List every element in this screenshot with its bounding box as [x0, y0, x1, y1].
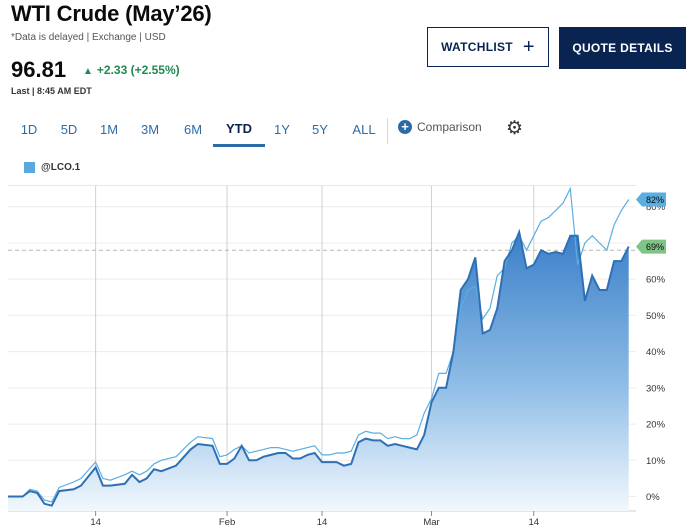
- page-title: WTI Crude (May’26): [11, 1, 212, 26]
- series-area-fill: [8, 232, 629, 511]
- range-tab-1y[interactable]: 1Y: [274, 121, 290, 137]
- x-tick-label: Feb: [219, 517, 235, 528]
- price-change: ▲ +2.33 (+2.55%): [83, 63, 180, 77]
- last-price: 96.81: [11, 57, 67, 82]
- range-tab-ytd[interactable]: YTD: [213, 113, 265, 147]
- main-last-value-flag-shape: [636, 239, 666, 254]
- y-tick-label: 30%: [646, 383, 666, 394]
- range-tab-all[interactable]: ALL: [352, 121, 376, 137]
- y-tick-label: 0%: [646, 492, 660, 503]
- range-tab-6m[interactable]: 6M: [183, 121, 203, 137]
- range-tab-1d[interactable]: 1D: [20, 121, 38, 137]
- add-circle-icon: +: [398, 120, 412, 134]
- last-value-flags: 82% 69%: [636, 192, 666, 254]
- y-tick-label: 80%: [646, 202, 666, 213]
- range-tab-1m[interactable]: 1M: [99, 121, 119, 137]
- y-tick-label: 60%: [646, 275, 666, 286]
- quote-details-button[interactable]: QUOTE DETAILS: [559, 27, 686, 69]
- y-tick-label: 50%: [646, 311, 666, 322]
- x-axis: 14 Feb 14 Mar 14: [90, 511, 539, 528]
- main-last-value-flag-text: 69%: [646, 242, 664, 252]
- legend-swatch: [24, 162, 35, 173]
- y-tick-label: 10%: [646, 456, 666, 467]
- comparison-last-value-flag-shape: [636, 192, 666, 207]
- range-tab-5y[interactable]: 5Y: [312, 121, 328, 137]
- gear-icon[interactable]: ⚙: [506, 118, 524, 139]
- up-arrow-icon: ▲: [83, 66, 93, 77]
- y-tick-label: 20%: [646, 420, 666, 431]
- x-tick-label: 14: [90, 517, 101, 528]
- x-tick-label: Mar: [423, 517, 439, 528]
- data-delay-note: *Data is delayed | Exchange | USD: [11, 32, 166, 43]
- y-tick-label: 40%: [646, 347, 666, 358]
- last-update-time: Last | 8:45 AM EDT: [11, 86, 92, 96]
- x-tick-label: 14: [528, 517, 539, 528]
- comparison-last-value-flag: 82%: [636, 192, 666, 207]
- main-last-value-flag: 69%: [636, 239, 666, 254]
- comparison-last-value-flag-text: 82%: [646, 195, 664, 205]
- watchlist-button-label: WATCHLIST: [441, 40, 513, 54]
- range-tab-5d[interactable]: 5D: [60, 121, 78, 137]
- range-tab-3m[interactable]: 3M: [140, 121, 160, 137]
- comparison-button[interactable]: + Comparison: [398, 120, 482, 134]
- chart-legend: @LCO.1: [24, 162, 80, 173]
- plus-icon: +: [522, 36, 535, 58]
- legend-label: @LCO.1: [41, 162, 81, 173]
- plot-area: [8, 186, 630, 511]
- quote-details-button-label: QUOTE DETAILS: [572, 41, 673, 55]
- main-series-line: [8, 228, 630, 507]
- price-change-value: +2.33 (+2.55%): [96, 63, 180, 77]
- comparison-label: Comparison: [417, 120, 482, 134]
- x-tick-label: 14: [317, 517, 328, 528]
- watchlist-button[interactable]: WATCHLIST +: [427, 27, 549, 67]
- comparison-series-line: [8, 186, 630, 503]
- toolbar-divider: [387, 118, 388, 144]
